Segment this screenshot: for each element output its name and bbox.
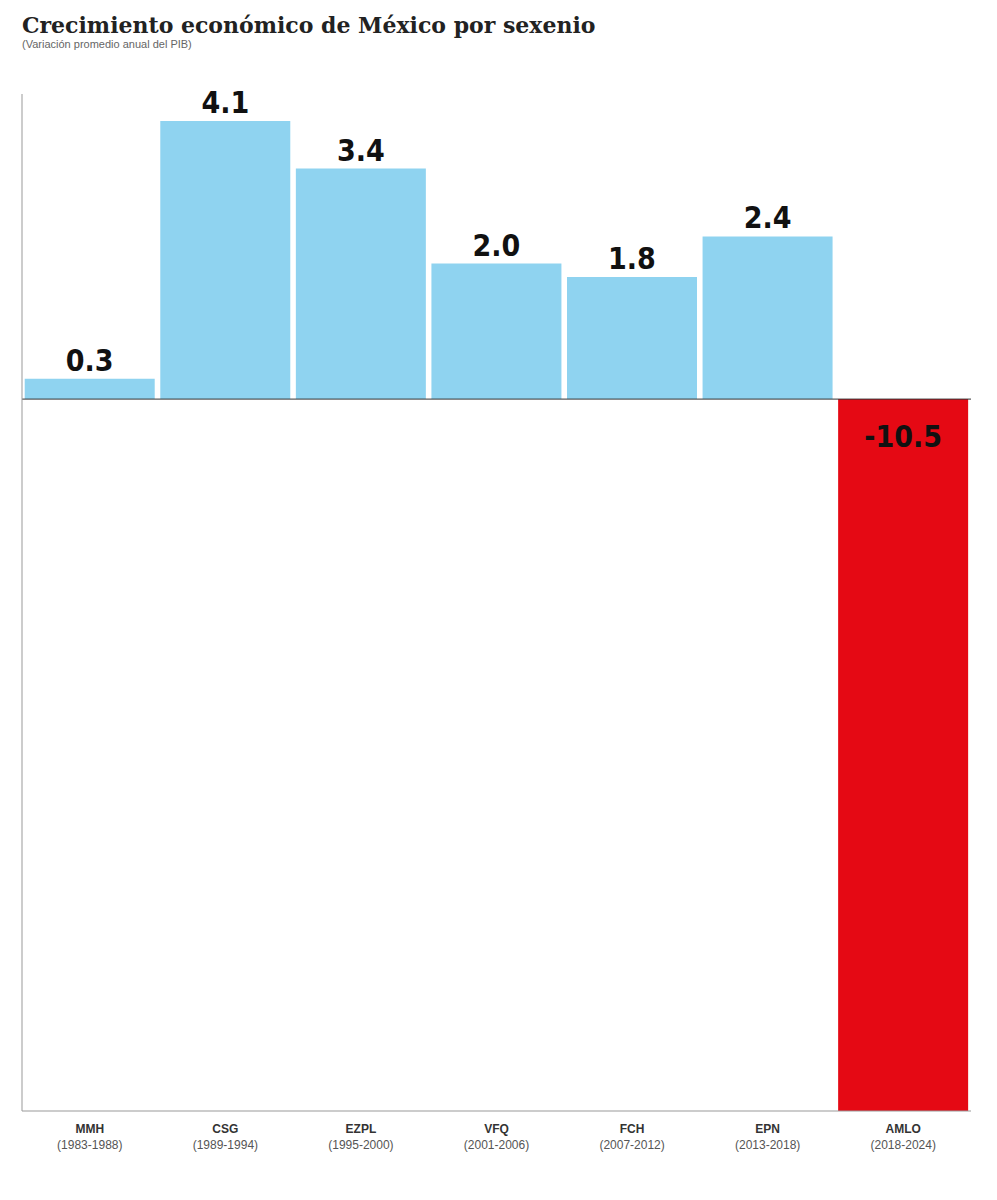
html-text:Crecimiento económico de Méxic: Crecimiento económico de México por sexe…: [22, 12, 596, 38]
svg-text:3.4: 3.4: [337, 133, 385, 168]
svg-text:VFQ: VFQ: [484, 1122, 509, 1136]
html-text:(Variación promedio anual del: (Variación promedio anual del PIB): [22, 38, 192, 50]
svg-text:(2013-2018): (2013-2018): [735, 1138, 800, 1152]
svg-text:0.3: 0.3: [66, 343, 114, 378]
svg-text:AMLO: AMLO: [886, 1122, 921, 1136]
svg-text:(2018-2024): (2018-2024): [871, 1138, 936, 1152]
svg-text:CSG: CSG: [212, 1122, 238, 1136]
svg-text:-10.5: -10.5: [864, 419, 942, 454]
svg-text:(2001-2006): (2001-2006): [464, 1138, 529, 1152]
svg-text:EPN: EPN: [755, 1122, 780, 1136]
svg-text:(1983-1988): (1983-1988): [57, 1138, 122, 1152]
svg-text:2.0: 2.0: [473, 228, 521, 263]
svg-text:EZPL: EZPL: [346, 1122, 377, 1136]
svg-text:4.1: 4.1: [201, 85, 249, 120]
svg-text:1.8: 1.8: [608, 241, 656, 276]
svg-text:2.4: 2.4: [744, 200, 792, 235]
svg-text:(1995-2000): (1995-2000): [328, 1138, 393, 1152]
svg-text:(2007-2012): (2007-2012): [599, 1138, 664, 1152]
svg-text:(1989-1994): (1989-1994): [193, 1138, 258, 1152]
svg-text:MMH: MMH: [75, 1122, 104, 1136]
svg-text:FCH: FCH: [620, 1122, 645, 1136]
